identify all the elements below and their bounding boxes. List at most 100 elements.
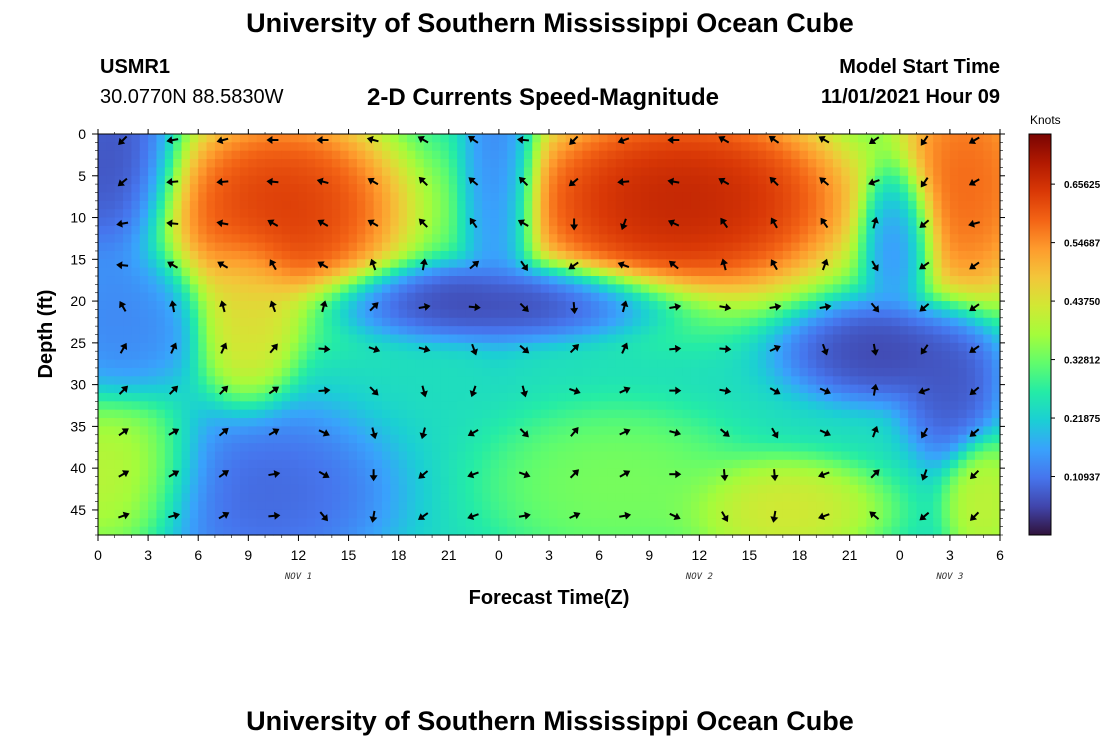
current-arrow	[820, 217, 829, 229]
current-arrow	[818, 136, 830, 144]
current-arrow	[518, 511, 531, 520]
current-arrow	[769, 176, 779, 187]
current-arrow	[369, 258, 378, 271]
current-arrow	[969, 345, 980, 353]
current-arrow	[969, 511, 980, 521]
day-label: NOV 2	[685, 572, 713, 582]
current-arrow	[818, 470, 830, 479]
current-arrow	[467, 429, 479, 437]
current-arrow	[117, 177, 128, 187]
current-arrow	[418, 218, 428, 228]
station-coordinates: 30.0770N 88.5830W	[100, 86, 284, 108]
colorbar-label: 0.65625	[1064, 180, 1100, 191]
speed-heatmap	[98, 134, 1001, 536]
current-arrow	[318, 386, 331, 395]
current-arrow	[268, 386, 280, 395]
current-arrow	[319, 300, 328, 313]
colorbar-label: 0.32812	[1064, 356, 1100, 367]
y-tick-label: 45	[70, 502, 86, 518]
current-arrow	[168, 385, 179, 395]
current-arrow	[269, 300, 277, 313]
current-arrow	[868, 178, 880, 186]
x-tick-label: 9	[645, 547, 653, 563]
current-arrow	[718, 136, 730, 144]
current-arrow	[118, 470, 130, 478]
x-tick-label: 0	[94, 547, 102, 563]
x-tick-label: 21	[842, 547, 858, 563]
x-tick-label: 15	[742, 547, 758, 563]
current-arrow	[119, 301, 127, 312]
current-arrow	[118, 428, 129, 437]
colorbar: 0.65625 0.54687 0.43750 0.32812 0.21875 0.109…	[1028, 133, 1100, 536]
y-tick-label: 15	[70, 251, 86, 267]
current-arrow	[619, 386, 631, 394]
current-arrow	[569, 387, 581, 395]
current-arrow	[418, 302, 431, 311]
current-arrow	[969, 261, 980, 270]
current-arrow	[869, 511, 880, 520]
current-arrow	[919, 219, 930, 228]
current-arrow	[770, 217, 778, 229]
current-arrow	[617, 177, 630, 186]
current-arrow	[871, 425, 879, 438]
current-arrow	[669, 386, 682, 395]
current-arrow	[218, 427, 229, 437]
current-arrow	[719, 386, 732, 395]
current-arrow	[919, 261, 930, 270]
current-arrow	[516, 135, 529, 144]
current-arrow	[268, 511, 281, 520]
x-tick-label: 18	[792, 547, 808, 563]
current-arrow	[770, 259, 778, 271]
current-arrow	[617, 136, 630, 145]
current-arrow	[769, 302, 782, 311]
current-arrow	[968, 178, 980, 186]
current-arrow	[216, 136, 229, 145]
x-tick-label: 21	[441, 547, 457, 563]
x-tick-label: 6	[595, 547, 603, 563]
current-arrow	[369, 386, 379, 396]
current-arrow	[167, 261, 179, 269]
current-arrow	[316, 177, 329, 186]
current-arrow	[166, 177, 179, 186]
current-arrow	[619, 470, 631, 478]
current-arrow	[669, 512, 681, 520]
current-arrow	[118, 385, 129, 395]
current-arrow	[871, 260, 879, 272]
current-arrow	[468, 303, 481, 312]
current-arrow	[819, 302, 832, 311]
current-arrow	[620, 218, 628, 231]
current-arrow	[720, 258, 729, 271]
x-tick-label: 3	[946, 547, 954, 563]
current-arrow	[668, 260, 679, 270]
current-arrow	[821, 258, 829, 271]
current-arrow	[367, 219, 379, 227]
colorbar-label: 0.10937	[1064, 473, 1100, 484]
current-arrow	[870, 469, 880, 479]
x-tick-label: 6	[194, 547, 202, 563]
current-arrow	[268, 428, 280, 436]
current-arrow	[520, 385, 529, 398]
current-arrow	[617, 261, 630, 269]
current-arrow	[920, 427, 929, 439]
current-arrow	[269, 343, 278, 354]
current-arrow	[969, 303, 980, 312]
current-arrow	[469, 260, 480, 270]
current-arrow	[818, 512, 830, 521]
current-arrow	[870, 302, 880, 313]
current-arrow	[919, 303, 930, 312]
current-arrow	[417, 512, 429, 520]
current-arrow	[216, 219, 229, 228]
current-arrow	[168, 428, 180, 436]
current-arrow	[870, 343, 879, 356]
y-tick-label: 25	[70, 335, 86, 351]
x-tick-label: 12	[692, 547, 708, 563]
current-arrow	[269, 259, 277, 271]
current-arrow	[318, 470, 330, 479]
current-arrow	[369, 510, 378, 523]
current-arrow	[169, 342, 178, 354]
y-tick-label: 30	[70, 377, 86, 393]
current-arrow	[768, 135, 780, 144]
y-tick-label: 40	[70, 460, 86, 476]
current-arrow	[868, 136, 880, 145]
current-arrow	[569, 469, 580, 479]
